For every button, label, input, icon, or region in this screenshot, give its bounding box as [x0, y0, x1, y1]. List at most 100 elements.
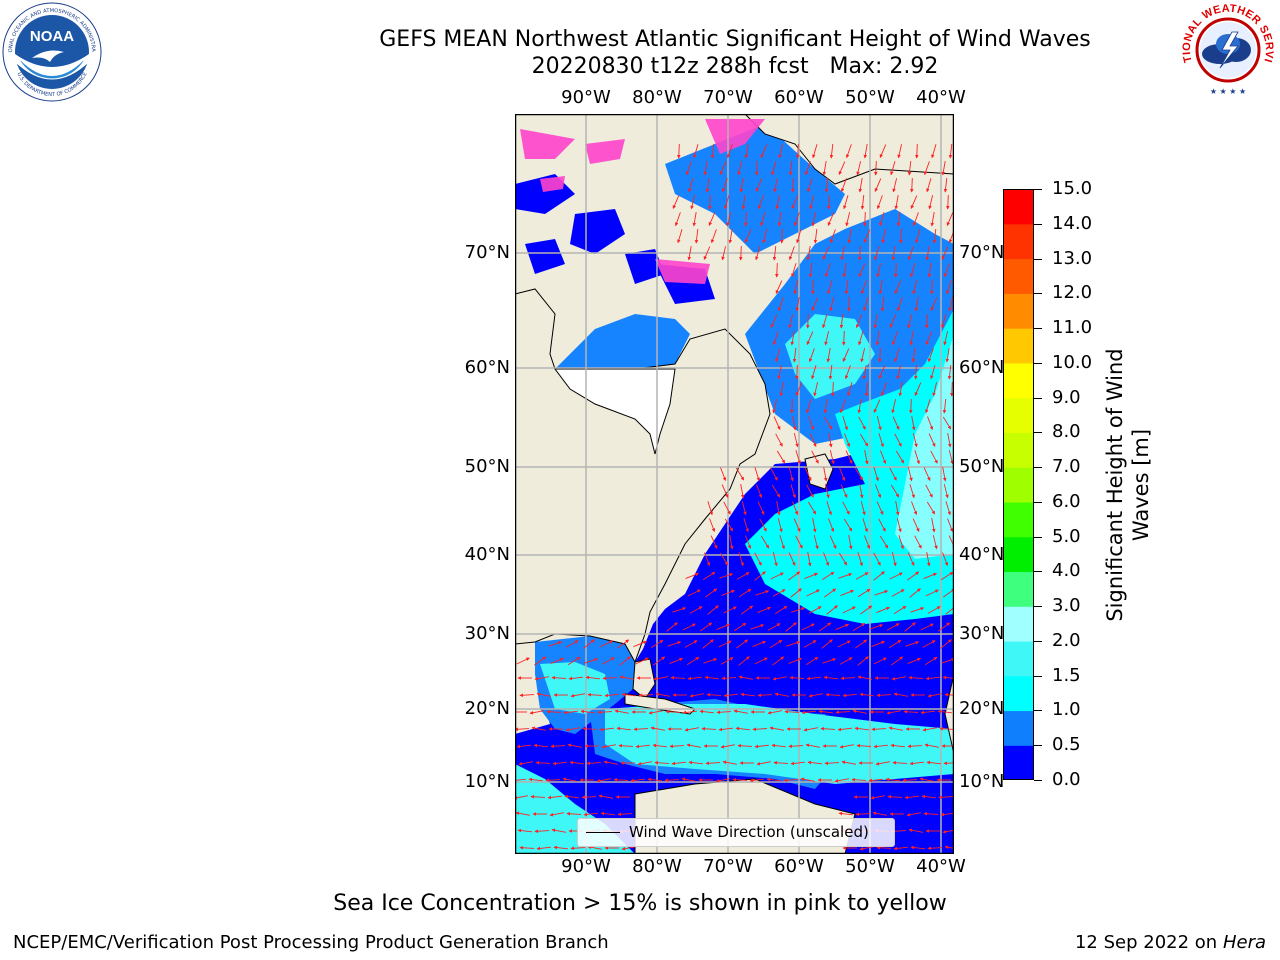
- wind-wave-arrow: [932, 535, 938, 550]
- wind-wave-arrow: [791, 263, 797, 278]
- wind-wave-arrow: [603, 760, 618, 765]
- colorbar-tick-mark: [1034, 710, 1042, 712]
- wind-wave-arrow: [843, 518, 853, 532]
- colorbar-tick-mark: [1034, 293, 1042, 295]
- map-subtitle: 20220830 t12z 288h fcst Max: 2.92: [531, 54, 939, 79]
- wind-wave-arrow: [938, 622, 951, 632]
- wind-wave-arrow: [912, 280, 918, 295]
- wind-wave-arrow: [948, 143, 953, 159]
- wind-wave-arrow: [653, 676, 668, 681]
- nws-logo: NATIONAL WEATHER SERVICE ★ ★ ★ ★: [1176, 0, 1275, 97]
- wind-wave-arrow: [803, 640, 817, 648]
- wind-wave-arrow: [694, 228, 699, 244]
- wind-wave-arrow: [723, 606, 737, 614]
- wind-wave-arrow: [908, 675, 924, 680]
- lon-label-bottom-60w: 60°W: [774, 856, 824, 877]
- wind-wave-arrow: [788, 744, 804, 749]
- wind-wave-arrow: [943, 761, 954, 766]
- wind-wave-arrow: [667, 641, 682, 647]
- wind-wave-arrow: [757, 606, 772, 614]
- wind-wave-arrow: [775, 195, 780, 210]
- wind-wave-arrow: [858, 263, 866, 277]
- wind-wave-arrow: [704, 675, 719, 680]
- wind-wave-arrow: [803, 727, 818, 732]
- wind-wave-arrow: [617, 812, 633, 817]
- wind-wave-arrow: [720, 467, 727, 482]
- wind-wave-arrow: [738, 675, 753, 680]
- wind-wave-arrow: [583, 812, 598, 817]
- colorbar: [1003, 189, 1034, 780]
- wind-wave-arrow: [617, 639, 630, 649]
- wind-wave-arrow: [515, 727, 530, 732]
- wind-wave-arrow: [760, 212, 766, 227]
- wind-wave-arrow: [840, 589, 855, 597]
- wind-wave-arrow: [931, 144, 937, 159]
- wind-wave-arrow: [648, 710, 663, 715]
- wind-wave-arrow: [943, 263, 950, 278]
- wind-wave-arrow: [892, 760, 908, 765]
- wind-wave-arrow: [911, 416, 916, 431]
- wind-wave-arrow: [570, 846, 586, 851]
- wind-wave-arrow: [813, 228, 818, 244]
- wind-wave-arrow: [754, 744, 769, 749]
- wind-wave-arrow: [774, 605, 788, 615]
- wind-wave-arrow: [550, 657, 565, 665]
- wind-wave-arrow: [941, 314, 947, 329]
- wind-wave-arrow: [638, 693, 654, 698]
- wind-wave-arrow: [923, 161, 930, 176]
- wind-wave-arrow: [733, 622, 747, 632]
- wind-wave-arrow: [909, 761, 924, 766]
- wind-wave-arrow: [891, 331, 898, 346]
- wind-wave-arrow: [927, 416, 934, 431]
- quebec-white-region: [554, 368, 676, 455]
- colorbar-band: [1003, 536, 1034, 573]
- colorbar-tick-mark: [1034, 362, 1042, 364]
- wind-wave-arrow: [728, 229, 733, 244]
- wind-wave-arrow: [567, 656, 581, 666]
- lat-label-left-50n: 50°N: [464, 456, 510, 477]
- wind-wave-arrow: [703, 658, 718, 664]
- wind-wave-arrow: [845, 144, 852, 159]
- wind-wave-arrow: [829, 297, 835, 312]
- wind-wave-arrow: [790, 331, 795, 346]
- wind-wave-arrow: [616, 726, 631, 731]
- wind-wave-arrow: [904, 622, 916, 632]
- wind-wave-arrow: [858, 331, 864, 346]
- wind-wave-arrow: [806, 331, 814, 345]
- wind-wave-arrow: [947, 364, 952, 380]
- wind-wave-arrow: [876, 195, 883, 210]
- wind-wave-arrow: [889, 572, 903, 580]
- lon-label-top-70w: 70°W: [703, 87, 753, 108]
- wind-wave-arrow: [534, 829, 550, 834]
- wind-wave-arrow: [926, 552, 931, 567]
- wind-wave-arrow: [771, 743, 786, 748]
- wind-wave-arrow: [792, 416, 797, 431]
- wind-wave-arrow: [564, 794, 579, 799]
- wind-wave-arrow: [920, 710, 935, 715]
- wind-wave-arrow: [788, 571, 801, 581]
- wind-wave-arrow: [932, 382, 938, 397]
- wind-wave-arrow: [757, 501, 765, 515]
- colorbar-tick-mark: [1034, 223, 1042, 225]
- wind-wave-arrow: [531, 726, 546, 731]
- wind-wave-arrow: [874, 160, 878, 176]
- wind-wave-arrow: [788, 314, 794, 329]
- wind-wave-arrow: [738, 588, 752, 598]
- noaa-logo: NOAA NATIONAL OCEANIC AND ATMOSPHERIC AD…: [2, 2, 102, 102]
- wind-wave-arrow: [860, 605, 873, 615]
- wind-wave-arrow: [860, 348, 866, 363]
- wind-wave-arrow: [873, 399, 881, 413]
- wind-wave-arrow: [551, 675, 567, 680]
- wind-wave-arrow: [896, 365, 902, 380]
- wind-wave-arrow: [864, 381, 869, 397]
- wind-wave-arrow: [930, 297, 938, 311]
- wind-wave-arrow: [549, 812, 564, 817]
- wind-wave-arrow: [777, 518, 783, 533]
- wind-wave-arrow: [811, 297, 819, 311]
- wind-wave-arrow: [666, 622, 678, 632]
- wind-wave-arrow: [515, 811, 530, 816]
- wind-wave-arrow: [682, 710, 697, 715]
- colorbar-tick-label: 2.0: [1052, 629, 1081, 651]
- wind-wave-arrow: [633, 640, 648, 648]
- wind-wave-arrow: [927, 693, 942, 698]
